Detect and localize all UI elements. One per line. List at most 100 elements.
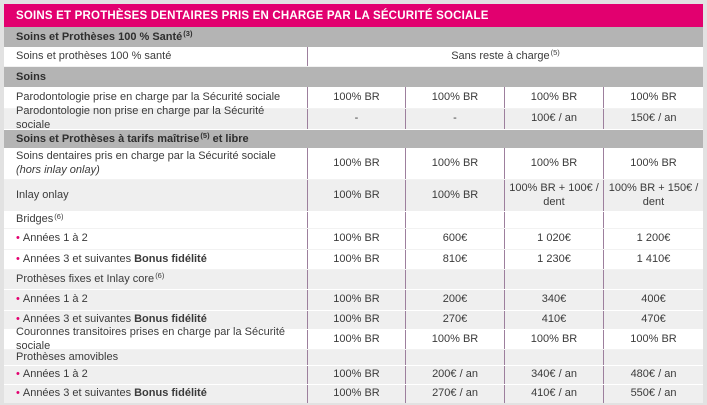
row-label: • Années 1 à 2 [16, 232, 88, 245]
row-label: Parodontologie non prise en charge par l… [16, 105, 265, 131]
value-cell [405, 270, 504, 289]
value-cell: 1 410€ [603, 250, 703, 269]
value-cell [504, 350, 603, 365]
row-amovibles-annees-1-2: • Années 1 à 2 100% BR 200€ / an 340€ / … [4, 366, 703, 385]
value-cell [307, 350, 405, 365]
section-header-100-sante: Soins et Prothèses 100 % Santé (3) [4, 27, 703, 47]
footnote-ref: (6) [54, 211, 64, 221]
section-header-tarifs: Soins et Prothèses à tarifs maîtrise (5)… [4, 130, 703, 148]
value-cell: 600€ [405, 229, 504, 249]
value-cell [603, 350, 703, 365]
value-cell: 550€ / an [603, 385, 703, 403]
value-cell: 100% BR [504, 148, 603, 179]
value-cell [405, 350, 504, 365]
table-title: SOINS ET PROTHÈSES DENTAIRES PRIS EN CHA… [4, 4, 703, 27]
row-label: Parodontologie prise en charge par la Sé… [16, 90, 281, 103]
row-bridges-annees-1-2: • Années 1 à 2 100% BR 600€ 1 020€ 1 200… [4, 229, 703, 250]
value-cell: 340€ [504, 290, 603, 310]
bullet-icon: • [16, 368, 20, 381]
value-cell: 100% BR [307, 330, 405, 349]
value-cell: 200€ / an [405, 366, 504, 384]
value-cell [307, 270, 405, 289]
footnote-ref: (6) [155, 271, 165, 281]
value-cell: 270€ / an [405, 385, 504, 403]
section-label: Soins et Prothèses 100 % Santé [16, 31, 183, 43]
value-cell: 100% BR [307, 290, 405, 310]
value-cell: 100% BR [307, 87, 405, 108]
value-cell: 100% BR [504, 330, 603, 349]
merged-value-cell: Sans reste à charge (5) [307, 47, 703, 66]
value-cell: 150€ / an [603, 109, 703, 129]
value-cell: 410€ / an [504, 385, 603, 403]
row-bridges-group: Bridges (6) [4, 212, 703, 229]
row-label: Inlay onlay [16, 188, 69, 201]
value-cell: 100% BR [307, 180, 405, 211]
value-cell: 1 200€ [603, 229, 703, 249]
value-cell: - [307, 109, 405, 129]
value-cell: 100% BR + 100€ / dent [504, 180, 603, 211]
row-inlay-onlay: Inlay onlay 100% BR 100% BR 100% BR + 10… [4, 180, 703, 212]
bullet-icon: • [16, 232, 20, 245]
benefits-table: SOINS ET PROTHÈSES DENTAIRES PRIS EN CHA… [4, 4, 703, 403]
value-cell: 200€ [405, 290, 504, 310]
value-cell: 410€ [504, 311, 603, 329]
value-cell: 100% BR [504, 87, 603, 108]
value-cell: 100% BR [603, 330, 703, 349]
value-cell: 100% BR [405, 148, 504, 179]
footnote-ref: (5) [550, 48, 560, 58]
value-cell: 100% BR [405, 330, 504, 349]
value-cell: 100% BR [603, 148, 703, 179]
row-parodontologie-non-prise: Parodontologie non prise en charge par l… [4, 105, 703, 131]
value-cell: 480€ / an [603, 366, 703, 384]
value-cell: 100€ / an [504, 109, 603, 129]
value-cell: 810€ [405, 250, 504, 269]
value-cell [603, 270, 703, 289]
value-cell: 100% BR [307, 385, 405, 403]
row-label: • Années 1 à 2 [16, 293, 88, 306]
section-header-soins: Soins [4, 67, 703, 87]
value-cell: 100% BR [603, 87, 703, 108]
bullet-icon: • [16, 252, 20, 265]
row-soins-dentaires: Soins dentaires pris en charge par la Sé… [4, 148, 703, 180]
row-protheses-amovibles-group: Prothèses amovibles [4, 350, 703, 366]
value-cell [504, 212, 603, 228]
footnote-ref: (5) [200, 131, 210, 140]
bullet-icon: • [16, 387, 20, 400]
row-label: Bridges (6) [16, 211, 64, 226]
value-cell: 100% BR [307, 229, 405, 249]
value-cell: 100% BR [405, 87, 504, 108]
value-cell: 470€ [603, 311, 703, 329]
row-label: Soins et prothèses 100 % santé [16, 49, 172, 62]
row-fixes-annees-3: • Années 3 et suivantes Bonus fidélité 1… [4, 311, 703, 330]
bullet-icon: • [16, 313, 20, 326]
row-fixes-annees-1-2: • Années 1 à 2 100% BR 200€ 340€ 400€ [4, 290, 703, 311]
row-label: • Années 3 et suivantes Bonus fidélité [16, 313, 207, 326]
value-cell: 340€ / an [504, 366, 603, 384]
value-cell: 100% BR [307, 250, 405, 269]
table-title-text: SOINS ET PROTHÈSES DENTAIRES PRIS EN CHA… [16, 9, 489, 22]
value-cell [405, 212, 504, 228]
row-label: • Années 3 et suivantes Bonus fidélité [16, 387, 207, 400]
row-label: Soins dentaires pris en charge par la Sé… [16, 149, 276, 176]
section-label: Soins [16, 71, 46, 83]
row-amovibles-annees-3: • Années 3 et suivantes Bonus fidélité 1… [4, 385, 703, 403]
value-cell [603, 212, 703, 228]
value-cell: 100% BR [307, 311, 405, 329]
value-cell: 100% BR [307, 148, 405, 179]
row-sans-reste-a-charge: Soins et prothèses 100 % santé Sans rest… [4, 47, 703, 67]
bullet-icon: • [16, 293, 20, 306]
value-cell: 1 230€ [504, 250, 603, 269]
section-label: Soins et Prothèses à tarifs maîtrise [16, 133, 200, 145]
row-parodontologie-prise: Parodontologie prise en charge par la Sé… [4, 87, 703, 109]
row-label: • Années 1 à 2 [16, 368, 88, 381]
value-cell [307, 212, 405, 228]
value-cell: 100% BR [405, 180, 504, 211]
row-label: Couronnes transitoires prises en charge … [16, 325, 286, 352]
value-cell: 270€ [405, 311, 504, 329]
value-cell: - [405, 109, 504, 129]
footnote-ref: (3) [183, 29, 193, 38]
value-cell: 100% BR [307, 366, 405, 384]
value-cell [504, 270, 603, 289]
row-protheses-fixes-group: Prothèses fixes et Inlay core (6) [4, 270, 703, 290]
